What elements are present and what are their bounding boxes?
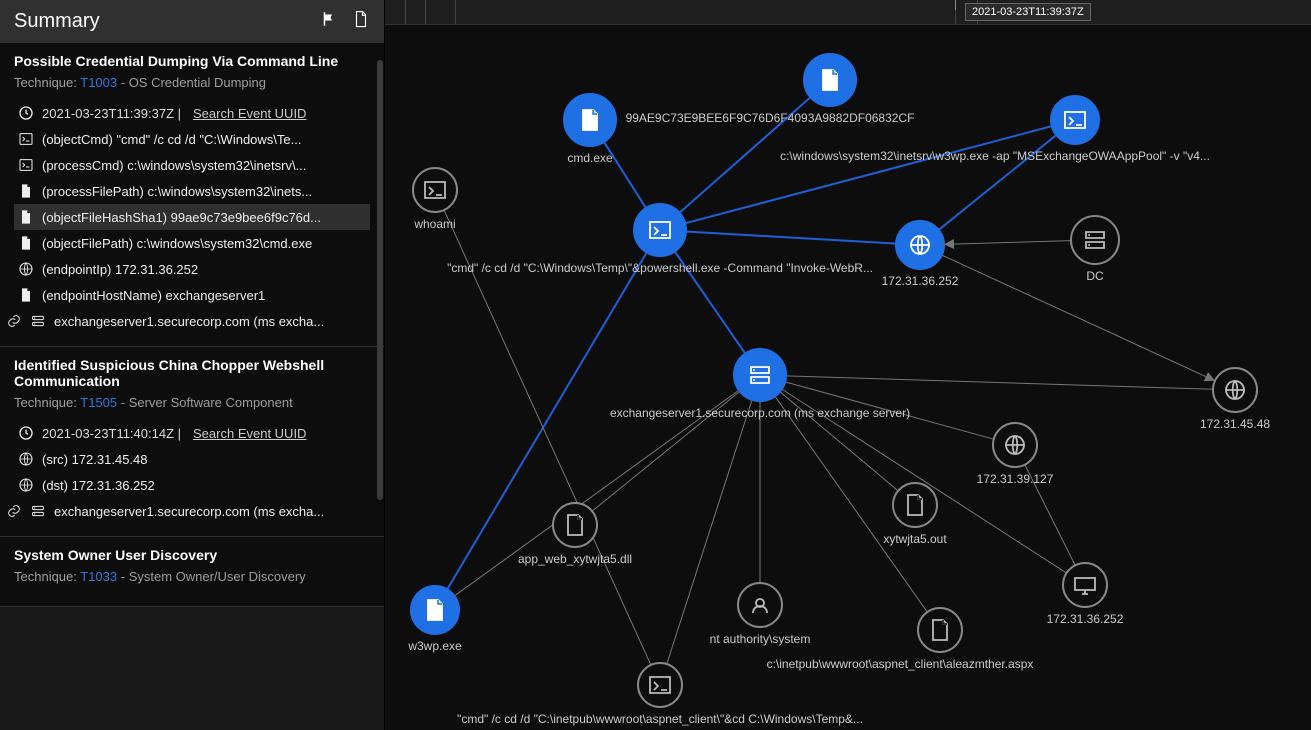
evidence-text: (objectFilePath) c:\windows\system32\cmd… [42,236,312,251]
node-label: c:\inetpub\wwwroot\aspnet_client\aleazmt… [767,657,1034,671]
evidence-row[interactable]: (src) 172.31.45.48 [14,446,370,472]
graph-edge [686,231,896,243]
node-label: cmd.exe [567,151,613,165]
arrow-icon [944,239,954,249]
node-label: DC [1086,269,1104,283]
evidence-row[interactable]: (endpointIp) 172.31.36.252 [14,256,370,282]
evidence-row[interactable]: (objectCmd) "cmd" /c cd /d "C:\Windows\T… [14,126,370,152]
node-label: "cmd" /c cd /d "C:\inetpub\wwwroot\aspne… [457,712,863,726]
technique-id[interactable]: T1003 [80,75,117,90]
graph-edge [447,252,647,589]
evidence-row[interactable]: (processCmd) c:\windows\system32\inetsrv… [14,152,370,178]
alert-technique: Technique: T1003 - OS Credential Dumping [14,75,370,90]
evidence-row[interactable]: (dst) 172.31.36.252 [14,472,370,498]
file-icon [823,70,837,90]
timeline-tick [405,0,406,24]
graph-node-w3wp[interactable]: w3wp.exe [407,586,462,653]
graph-node-exsrv[interactable]: exchangeserver1.securecorp.com (ms excha… [610,349,910,420]
timeline[interactable]: 2021-03-23T11:39:37Z [385,0,1311,25]
alert-card[interactable]: System Owner User Discovery Technique: T1… [0,537,384,607]
file-icon [428,600,442,620]
graph-node-xytout[interactable]: xytwjta5.out [883,483,947,546]
timeline-tick [455,0,456,24]
alert-technique: Technique: T1033 - System Owner/User Dis… [14,569,370,584]
node-label: whoami [413,217,455,231]
graph-node-appweb[interactable]: app_web_xytwjta5.dll [518,503,632,566]
alert-title: Possible Credential Dumping Via Command … [14,53,370,69]
file-icon [583,110,597,130]
node-label: "cmd" /c cd /d "C:\Windows\Temp\"&powers… [447,261,873,275]
node-label: 172.31.45.48 [1200,417,1270,431]
evidence-row[interactable]: (objectFilePath) c:\windows\system32\cmd… [14,230,370,256]
technique-id[interactable]: T1033 [80,569,117,584]
node-label: app_web_xytwjta5.dll [518,552,632,566]
graph-node-dc[interactable]: DC [1071,216,1119,283]
node-label: w3wp.exe [407,639,462,653]
graph-edge [944,241,1071,245]
sidebar-scrollbar[interactable] [377,60,383,500]
evidence-row[interactable]: (endpointHostName) exchangeserver1 [14,282,370,308]
evidence-text: (processCmd) c:\windows\system32\inetsrv… [42,158,306,173]
graph-edge [786,376,1213,389]
node-label: nt authority\system [710,632,811,646]
timeline-timestamp[interactable]: 2021-03-23T11:39:37Z [965,3,1091,21]
node-label: exchangeserver1.securecorp.com (ms excha… [610,406,910,420]
evidence-text: (endpointIp) 172.31.36.252 [42,262,198,277]
host-row[interactable]: exchangeserver1.securecorp.com (ms excha… [2,498,370,524]
graph-node-ip39127[interactable]: 172.31.39.127 [977,423,1054,486]
document-icon[interactable] [352,10,370,33]
graph-node-ip252b[interactable]: 172.31.36.252 [882,221,959,288]
evidence-text: (objectCmd) "cmd" /c cd /d "C:\Windows\T… [42,132,301,147]
evidence-row[interactable]: (processFilePath) c:\windows\system32\in… [14,178,370,204]
alert-card[interactable]: Identified Suspicious China Chopper Webs… [0,347,384,537]
graph-node-cmdexe[interactable]: cmd.exe [564,94,616,165]
technique-id[interactable]: T1505 [80,395,117,410]
network-graph[interactable]: cmd.exe 99AE9C73E9BEE6F9C76D6F4093A9882DF… [385,25,1311,730]
evidence-text: (processFilePath) c:\windows\system32\in… [42,184,312,199]
alert-timestamp-row: 2021-03-23T11:40:14Z | Search Event UUID [14,420,370,446]
graph-canvas[interactable]: 2021-03-23T11:39:37Z cmd.exe 99AE9C73E9BE… [385,0,1311,730]
node-label: 172.31.36.252 [882,274,959,288]
evidence-text: (endpointHostName) exchangeserver1 [42,288,265,303]
graph-edge [685,126,1052,223]
graph-node-w3wpcli[interactable]: c:\windows\system32\inetsrv\w3wp.exe -ap… [780,96,1210,163]
node-label: xytwjta5.out [883,532,947,546]
app-root: Summary Possible Credential Dumping Via … [0,0,1311,730]
alert-card[interactable]: Possible Credential Dumping Via Command … [0,43,384,347]
node-label: 172.31.36.252 [1047,612,1124,626]
host-row[interactable]: exchangeserver1.securecorp.com (ms excha… [2,308,370,334]
graph-edge [667,400,752,664]
graph-node-ip252o[interactable]: 172.31.36.252 [1047,563,1124,626]
graph-node-hash[interactable]: 99AE9C73E9BEE6F9C76D6F4093A9882DF06832CF [626,54,915,125]
evidence-text: (objectFileHashSha1) 99ae9c73e9bee6f9c76… [42,210,321,225]
search-uuid-link[interactable]: Search Event UUID [193,106,306,121]
node-label: 99AE9C73E9BEE6F9C76D6F4093A9882DF06832CF [626,111,915,125]
graph-edge [942,255,1215,381]
search-uuid-link[interactable]: Search Event UUID [193,426,306,441]
alert-technique: Technique: T1505 - Server Software Compo… [14,395,370,410]
timeline-tick [425,0,426,24]
node-label: c:\windows\system32\inetsrv\w3wp.exe -ap… [780,149,1210,163]
alert-title: System Owner User Discovery [14,547,370,563]
sidebar-header: Summary [0,0,384,43]
node-label: 172.31.39.127 [977,472,1054,486]
evidence-text: (src) 172.31.45.48 [42,452,148,467]
graph-node-whoami[interactable]: whoami [413,168,457,231]
graph-node-cmdcd2[interactable]: "cmd" /c cd /d "C:\inetpub\wwwroot\aspne… [457,663,863,726]
evidence-text: (dst) 172.31.36.252 [42,478,155,493]
summary-sidebar: Summary Possible Credential Dumping Via … [0,0,385,730]
alert-timestamp-row: 2021-03-23T11:39:37Z | Search Event UUID [14,100,370,126]
graph-node-ntauth[interactable]: nt authority\system [710,583,811,646]
flag-icon[interactable] [320,10,338,33]
evidence-row[interactable]: (objectFileHashSha1) 99ae9c73e9bee6f9c76… [14,204,370,230]
graph-edge [444,210,651,665]
alert-title: Identified Suspicious China Chopper Webs… [14,357,370,389]
sidebar-title: Summary [14,10,100,33]
